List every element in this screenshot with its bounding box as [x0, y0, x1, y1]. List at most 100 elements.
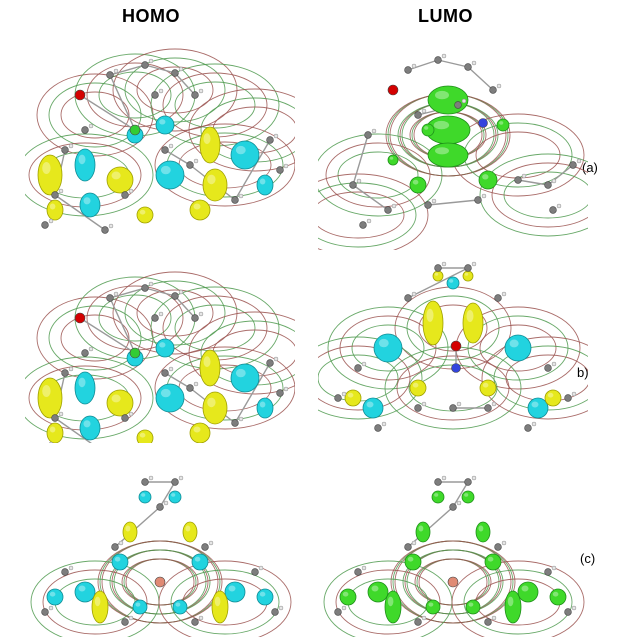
contour-line [60, 314, 130, 362]
hydrogen-atom [471, 475, 477, 481]
atom [354, 568, 362, 576]
atom [129, 124, 141, 136]
hydrogen-atom [108, 223, 114, 229]
contour-line [414, 558, 492, 606]
hydrogen-atom [283, 163, 289, 169]
lobe-highlight [424, 126, 429, 130]
atom [201, 543, 209, 551]
hydrogen-atom [193, 381, 199, 387]
lobe-highlight [499, 121, 504, 125]
orbital-lobe [122, 521, 138, 543]
orbital-lobe [79, 415, 101, 441]
contour-line [503, 171, 588, 219]
contour-line [479, 324, 557, 372]
atom [544, 181, 552, 189]
orbital-lobe [421, 123, 435, 137]
orbital-lobe [415, 521, 431, 543]
orbital-lobe [224, 581, 246, 603]
orbital-lobe [132, 599, 148, 615]
lobe-highlight [159, 119, 166, 125]
orbital-panel-b-lumo [318, 258, 588, 443]
orbital-lobe [172, 599, 188, 615]
bond [234, 139, 271, 201]
orbital-lobe [168, 490, 182, 504]
orbital-lobe [373, 333, 403, 363]
hydrogen-atom [88, 346, 94, 352]
orbital-lobe [549, 588, 567, 606]
orbital-lobe [46, 422, 64, 443]
contour-line [479, 153, 588, 237]
bond [114, 506, 161, 548]
contour-line [318, 336, 423, 420]
atom [156, 503, 164, 511]
atom [276, 389, 284, 397]
hydrogen-atom [193, 158, 199, 164]
orbital-lobe [155, 160, 185, 190]
lobe-highlight [139, 432, 146, 438]
contour-line [154, 346, 295, 430]
hydrogen-atom [128, 615, 134, 621]
orbital-lobe [191, 553, 209, 571]
bond [109, 74, 136, 131]
lumo-column-header: LUMO [418, 6, 473, 26]
atom [464, 264, 472, 272]
hydrogen-atom [551, 178, 557, 184]
atom [424, 201, 432, 209]
orbital-lobe [496, 118, 510, 132]
contour-line [74, 53, 196, 137]
lobe-highlight [389, 156, 394, 160]
orbital-lobe [544, 389, 562, 407]
orbital-lobe [422, 300, 444, 346]
hydrogen-atom [481, 193, 487, 199]
contour-line [42, 569, 148, 635]
lobe-highlight [78, 585, 86, 592]
orbital-lobe [387, 154, 399, 166]
atom [161, 369, 169, 377]
orbital-diagram-a-lumo [318, 53, 588, 250]
atom [484, 404, 492, 412]
bond [109, 287, 146, 299]
atom [449, 404, 457, 412]
atom [61, 369, 69, 377]
lobe-highlight [228, 585, 236, 592]
orbital-lobe [199, 349, 221, 387]
lobe-highlight [482, 382, 489, 388]
hydrogen-atom [68, 565, 74, 571]
atom [544, 364, 552, 372]
atom [564, 394, 572, 402]
atom [141, 284, 149, 292]
row-c-label: (c) [580, 551, 596, 566]
hydrogen-atom [496, 83, 502, 89]
contour-line [98, 294, 172, 342]
atom [464, 63, 472, 71]
atom [271, 608, 279, 616]
hydrogen-atom [431, 198, 437, 204]
atom [141, 478, 149, 486]
contour-line [174, 304, 256, 352]
hydrogen-atom [128, 188, 134, 194]
orbital-lobe [155, 115, 175, 135]
orbital-lobe [136, 429, 154, 443]
hydrogen-atom [381, 421, 387, 427]
hydrogen-atom [521, 173, 527, 179]
hydrogen-atom [441, 475, 447, 481]
hydrogen-atom [168, 143, 174, 149]
bond [174, 72, 196, 96]
lobe-highlight [203, 133, 211, 145]
lobe-highlight [259, 178, 266, 185]
atom [111, 543, 119, 551]
bond [352, 134, 369, 186]
contour-line [124, 57, 226, 123]
row-b-label: b) [577, 365, 589, 380]
atom [349, 181, 357, 189]
orbital-lobe [484, 553, 502, 571]
lobe-highlight [412, 382, 419, 388]
contour-line [48, 305, 142, 371]
contour-line [337, 151, 419, 199]
lobe-highlight [426, 308, 434, 322]
lobe-highlight [207, 174, 216, 185]
hydrogen-atom [361, 361, 367, 367]
atom [154, 576, 166, 588]
hydrogen-atom [421, 401, 427, 407]
lobe-highlight [509, 339, 519, 348]
